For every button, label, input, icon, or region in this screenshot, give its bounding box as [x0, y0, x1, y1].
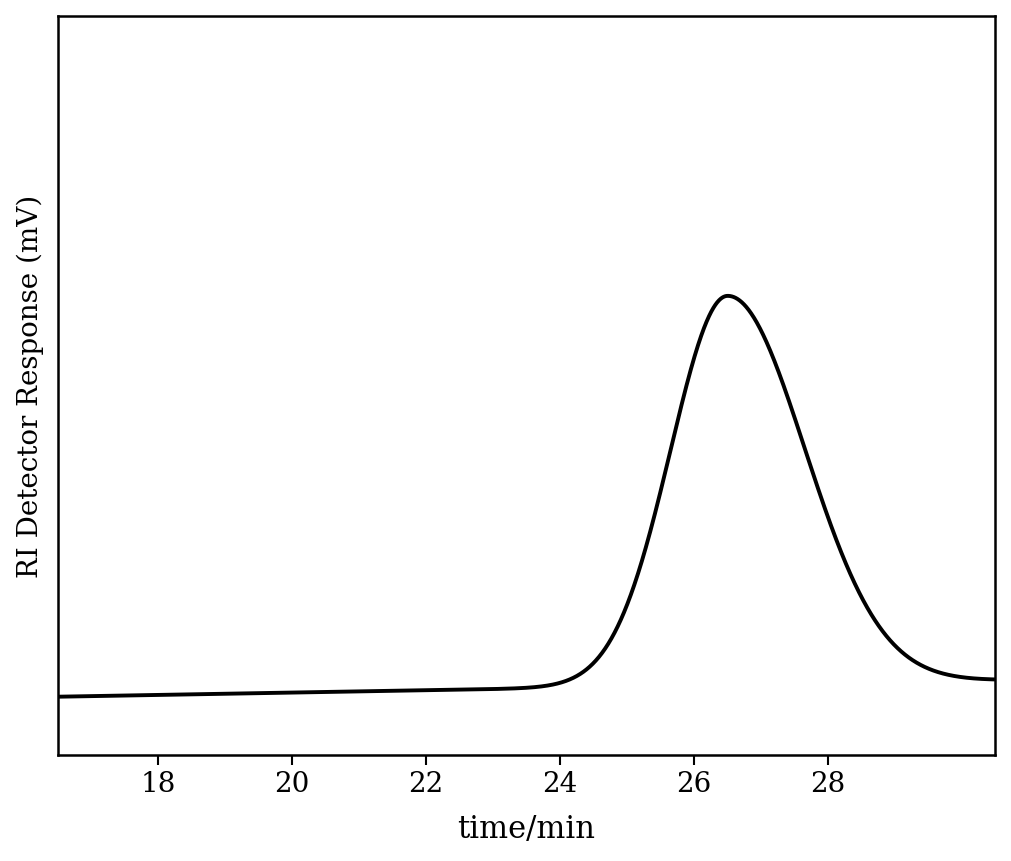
- X-axis label: time/min: time/min: [457, 814, 595, 845]
- Y-axis label: RI Detector Response (mV): RI Detector Response (mV): [16, 195, 44, 578]
